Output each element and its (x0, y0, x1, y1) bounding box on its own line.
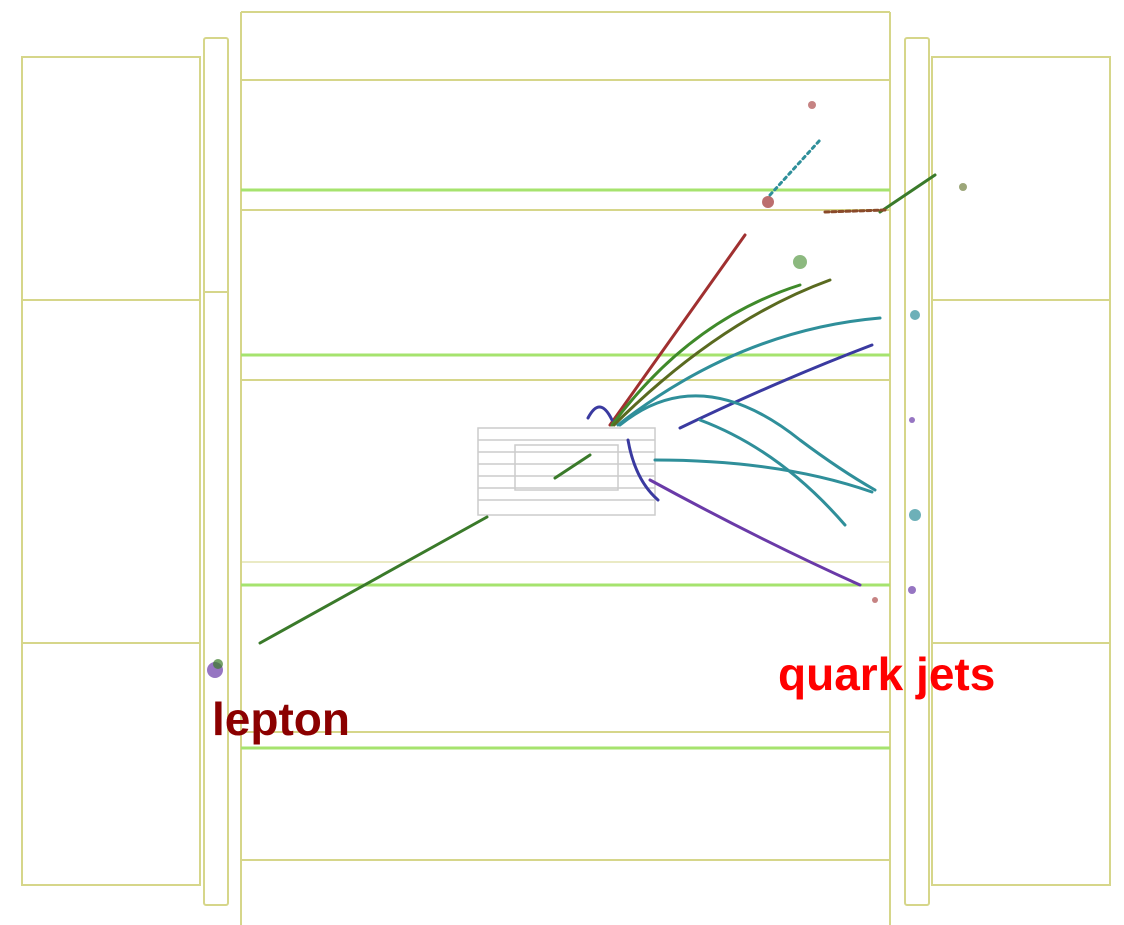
inner-tracker (477, 427, 656, 516)
tracks (258, 138, 937, 645)
jets-label: quark jets (778, 648, 995, 700)
detector-outline (21, 11, 1111, 925)
lepton-label: lepton (212, 693, 350, 745)
hits (207, 101, 967, 678)
